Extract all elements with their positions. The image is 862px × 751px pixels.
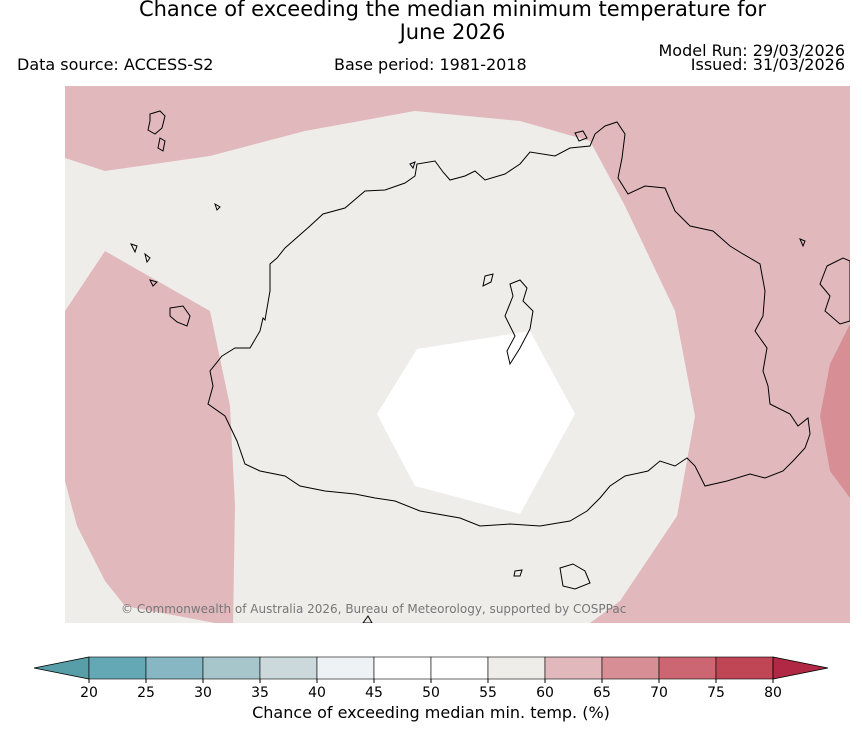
- island-bottom: [362, 615, 373, 623]
- colorbar-segment: [487, 656, 546, 680]
- map-title-line2: June 2026: [399, 20, 506, 44]
- colorbar-segment: [430, 656, 489, 680]
- colorbar-label: Chance of exceeding median min. temp. (%…: [252, 703, 610, 722]
- island-south-2: [513, 569, 523, 577]
- colorbar-tick-label: 35: [251, 685, 269, 701]
- island-north-1: [147, 110, 166, 135]
- island-west-2: [130, 243, 138, 254]
- island-west-3: [144, 252, 151, 264]
- colorbar-tick-label: 40: [308, 685, 326, 701]
- coastline: [130, 110, 850, 623]
- colorbar-tick-label: 65: [593, 685, 611, 701]
- tasmania-coast: [504, 279, 534, 366]
- model-run-label: Model Run: 29/03/2026: [658, 41, 846, 60]
- island-west-4: [149, 279, 158, 287]
- map-title: Chance of exceeding the median minimum t…: [0, 0, 862, 44]
- colorbar-tick-label: 60: [536, 685, 554, 701]
- colorbar-tick-label: 30: [194, 685, 212, 701]
- colorbar-segment: [88, 656, 147, 680]
- island-east-1: [819, 257, 850, 325]
- colorbar-segment: [373, 656, 432, 680]
- issued-label: Issued: 31/03/2026: [690, 55, 845, 74]
- island-small-1: [214, 202, 221, 211]
- colorbar-segment: [259, 656, 318, 680]
- colorbar: 20 25 30 35 40 45 50 55 60 65 70 75 80 Chance of exc…: [0, 650, 862, 747]
- colorbar-tick-label: 50: [422, 685, 440, 701]
- colorbar-segment: [601, 656, 660, 680]
- above-median-region-east-strong: [820, 324, 850, 498]
- island-ne-2: [799, 238, 806, 248]
- equal-chance-region: [377, 331, 575, 514]
- island-mid-2: [482, 273, 494, 287]
- colorbar-canvas: 20 25 30 35 40 45 50 55 60 65 70 75 80 Chance of exc…: [33, 656, 829, 722]
- island-mid-1: [409, 161, 416, 170]
- colorbar-tick-label: 45: [365, 685, 383, 701]
- colorbar-tick-label: 55: [479, 685, 497, 701]
- colorbar-tick-label: 20: [80, 685, 98, 701]
- map-title-line1: Chance of exceeding the median minimum t…: [138, 0, 767, 21]
- colorbar-segment: [316, 656, 375, 680]
- colorbar-tick-label: 80: [764, 685, 782, 701]
- base-period-label: Base period: 1981-2018: [334, 55, 527, 74]
- colorbar-tick-label: 70: [650, 685, 668, 701]
- above-median-region-northeast: [65, 86, 850, 623]
- island-south-1: [559, 563, 591, 590]
- island-ne-1: [574, 130, 588, 142]
- island-west-1: [169, 305, 191, 327]
- data-source-label: Data source: ACCESS-S2: [17, 55, 214, 74]
- island-north-2: [157, 137, 166, 152]
- colorbar-segment: [544, 656, 603, 680]
- map-canvas: © Commonwealth of Australia 2026, Bureau…: [65, 86, 850, 623]
- colorbar-over-arrow: [772, 656, 829, 680]
- colorbar-segment: [715, 656, 774, 680]
- colorbar-tick-label: 75: [707, 685, 725, 701]
- colorbar-segment: [658, 656, 717, 680]
- probability-map: © Commonwealth of Australia 2026, Bureau…: [65, 86, 850, 623]
- above-median-region-west: [65, 251, 235, 623]
- mainland-coast: [207, 121, 811, 527]
- colorbar-tick-label: 25: [137, 685, 155, 701]
- copyright-text: © Commonwealth of Australia 2026, Bureau…: [121, 602, 626, 616]
- colorbar-segment: [145, 656, 204, 680]
- colorbar-segment: [202, 656, 261, 680]
- colorbar-under-arrow: [33, 656, 90, 680]
